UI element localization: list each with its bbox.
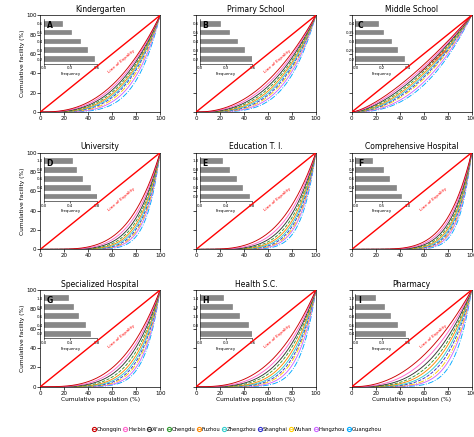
Text: Line of Equality: Line of Equality <box>108 187 136 212</box>
X-axis label: Cumulative population (%): Cumulative population (%) <box>61 397 140 402</box>
Text: Line of Equality: Line of Equality <box>108 49 136 74</box>
Y-axis label: Cumulative facility (%): Cumulative facility (%) <box>19 305 25 372</box>
Y-axis label: Cumulative facility (%): Cumulative facility (%) <box>19 167 25 235</box>
Title: Specialized Hospital: Specialized Hospital <box>62 280 139 288</box>
Title: Middle School: Middle School <box>385 5 438 14</box>
Title: Education T. I.: Education T. I. <box>229 142 283 151</box>
Y-axis label: Cumulative facility (%): Cumulative facility (%) <box>19 30 25 97</box>
Text: Line of Equality: Line of Equality <box>264 49 292 74</box>
Title: Comprehensive Hospital: Comprehensive Hospital <box>365 142 458 151</box>
Text: Line of Equality: Line of Equality <box>419 49 447 74</box>
Legend: Chongqin, Harbin, Xi'an, Chengdu, Fuzhou, Zhengzhou, Shanghai, Wuhan, Hangzhou, : Chongqin, Harbin, Xi'an, Chengdu, Fuzhou… <box>90 425 384 434</box>
Text: Line of Equality: Line of Equality <box>419 187 447 212</box>
Title: Kindergarten: Kindergarten <box>75 5 125 14</box>
Text: Line of Equality: Line of Equality <box>108 324 136 349</box>
Title: Health S.C.: Health S.C. <box>235 280 277 288</box>
Text: Line of Equality: Line of Equality <box>419 324 447 349</box>
Title: University: University <box>81 142 119 151</box>
X-axis label: Cumulative population (%): Cumulative population (%) <box>217 397 295 402</box>
X-axis label: Cumulative population (%): Cumulative population (%) <box>372 397 451 402</box>
Title: Primary School: Primary School <box>227 5 285 14</box>
Title: Pharmacy: Pharmacy <box>392 280 431 288</box>
Text: Line of Equality: Line of Equality <box>264 324 292 349</box>
Text: Line of Equality: Line of Equality <box>264 187 292 212</box>
